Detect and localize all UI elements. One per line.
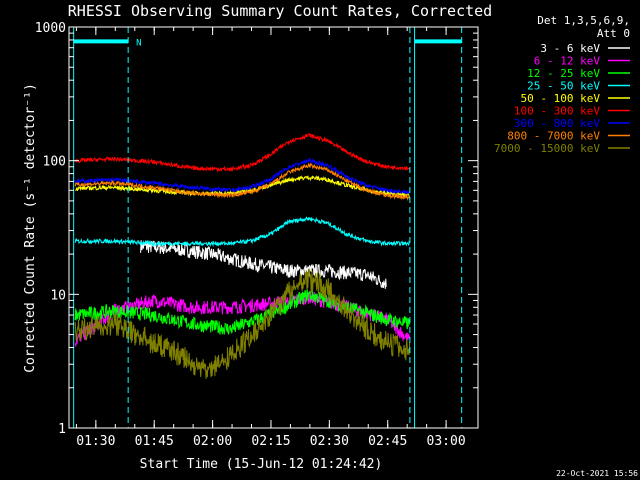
y-tick-label-3: 1000 <box>35 21 66 36</box>
legend-label-5: 100 - 300 keV <box>514 105 600 118</box>
legend-label-3: 25 - 50 keV <box>527 80 600 93</box>
series-line-1 <box>74 290 411 348</box>
plot-frame <box>68 26 479 429</box>
legend-label-1: 6 - 12 keV <box>534 55 601 68</box>
series-line-3 <box>74 216 411 248</box>
x-tick-label-6: 03:00 <box>427 434 466 449</box>
x-tick-label-2: 02:00 <box>193 434 232 449</box>
y-axis-label: Corrected Count Rate (s⁻¹ detector⁻¹) <box>23 83 38 373</box>
plot-area: N <box>73 27 463 428</box>
x-tick-label-0: 01:30 <box>76 434 115 449</box>
legend-label-6: 300 - 800 keV <box>514 117 600 130</box>
series-line-2 <box>74 289 411 335</box>
x-axis-label: Start Time (15-Jun-12 01:24:42) <box>140 457 383 472</box>
y-tick-label-1: 10 <box>50 288 66 303</box>
generation-timestamp: 22-Oct-2021 15:56 <box>556 469 638 478</box>
series-line-4 <box>75 175 411 199</box>
series-line-6 <box>74 157 411 195</box>
legend-label-4: 50 - 100 keV <box>521 92 601 105</box>
legend-label-8: 7000 - 15000 keV <box>494 142 600 155</box>
x-tick-label-1: 01:45 <box>135 434 174 449</box>
legend-label-7: 800 - 7000 keV <box>507 130 600 143</box>
chart-title: RHESSI Observing Summary Count Rates, Co… <box>68 2 492 20</box>
legend-header-line1: Det 1,3,5,6,9, <box>537 14 630 27</box>
x-tick-label-3: 02:15 <box>251 434 290 449</box>
legend-label-0: 3 - 6 keV <box>540 42 600 55</box>
y-tick-label-0: 1 <box>58 422 66 437</box>
x-tick-label-4: 02:30 <box>310 434 349 449</box>
axes: 01:30 01:45 02:00 02:15 02:30 02:45 03:00 1 10 10… <box>35 21 479 449</box>
x-tick-label-5: 02:45 <box>368 434 407 449</box>
night-marker-label: N <box>136 38 141 48</box>
series-line-8 <box>74 268 411 380</box>
series-line-0 <box>140 240 387 289</box>
series-line-7 <box>74 162 411 202</box>
series-line-5 <box>74 132 411 173</box>
y-tick-label-2: 100 <box>43 155 66 170</box>
legend-header-line2: Att 0 <box>597 27 630 40</box>
legend-label-2: 12 - 25 keV <box>527 67 600 80</box>
